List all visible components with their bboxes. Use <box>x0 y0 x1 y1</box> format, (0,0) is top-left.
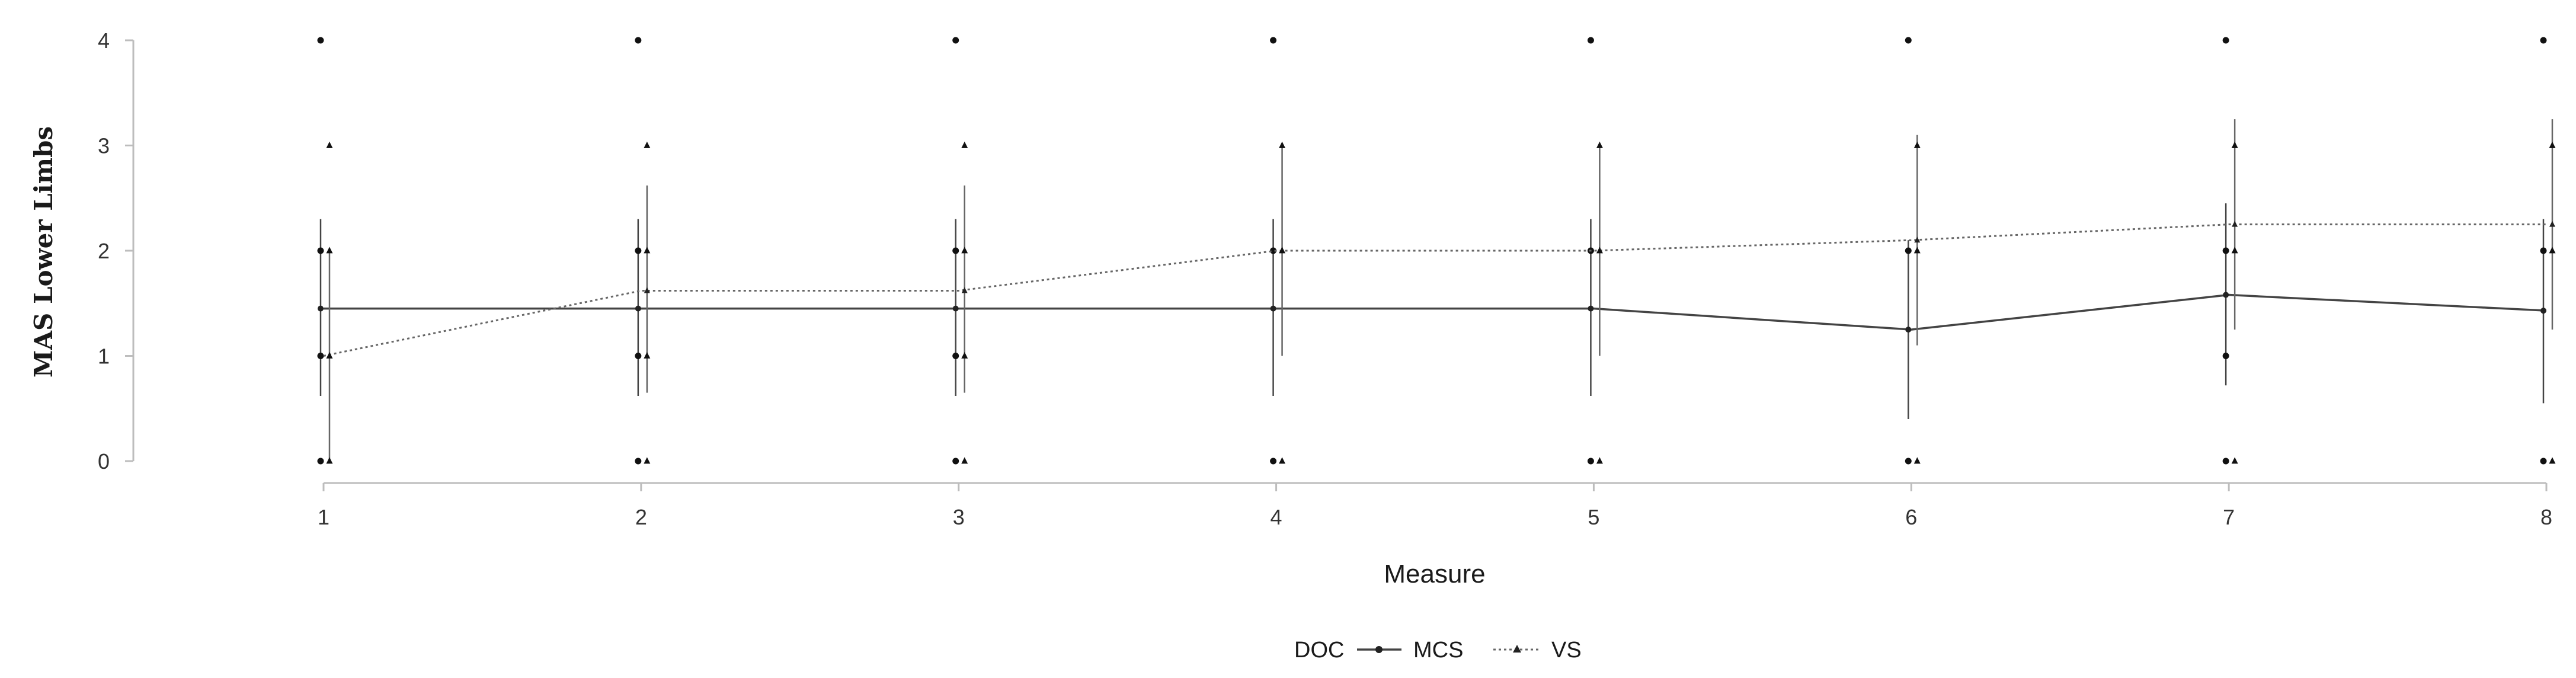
mean-point <box>1270 305 1276 312</box>
data-point <box>317 458 324 465</box>
data-point <box>2540 37 2547 44</box>
data-point <box>644 247 651 254</box>
data-point <box>635 247 642 254</box>
mean-point <box>2223 292 2229 298</box>
data-point <box>326 141 333 148</box>
mean-point <box>961 287 968 293</box>
data-point <box>952 37 959 44</box>
y-tick-label: 0 <box>98 449 110 474</box>
x-tick-label: 4 <box>1271 505 1282 529</box>
data-point <box>2549 247 2556 254</box>
data-point <box>2540 247 2547 254</box>
data-point <box>961 247 968 254</box>
x-tick-label: 8 <box>2540 505 2552 529</box>
data-point <box>1913 247 1921 254</box>
mean-point <box>2549 220 2555 227</box>
data-point <box>2222 247 2229 254</box>
mean-point <box>635 305 641 312</box>
mean-line <box>324 293 2547 331</box>
mean-line <box>323 223 2546 357</box>
data-point <box>1905 37 1912 44</box>
axes: 0 1 2 3 4 1 2 3 4 5 6 7 8 <box>98 28 2552 529</box>
data-point <box>2231 247 2238 254</box>
data-point <box>1905 458 1912 465</box>
data-point <box>1913 457 1921 464</box>
data-point <box>2549 457 2556 464</box>
data-point <box>326 457 333 464</box>
data-point <box>1270 37 1277 44</box>
mean-point <box>318 305 324 312</box>
x-tick-label: 3 <box>953 505 965 529</box>
data-point <box>644 457 651 464</box>
data-point <box>644 141 651 148</box>
x-tick-label: 1 <box>318 505 329 529</box>
data-point <box>635 458 642 465</box>
data-point <box>644 351 651 359</box>
legend-marker-vs <box>1513 645 1521 653</box>
data-point <box>2222 353 2229 359</box>
series-mcs <box>317 37 2547 465</box>
data-point <box>1587 37 1594 44</box>
data-point <box>317 353 324 359</box>
series-vs <box>323 119 2556 464</box>
mean-point <box>1914 236 1921 243</box>
data-point <box>1279 247 1286 254</box>
data-point <box>317 247 324 254</box>
y-axis-title: MAS Lower Limbs <box>29 126 58 378</box>
x-tick-label: 6 <box>1905 505 1917 529</box>
data-point <box>1270 247 1277 254</box>
x-tick-label: 2 <box>635 505 647 529</box>
data-point <box>961 141 968 148</box>
data-point <box>2222 37 2229 44</box>
legend-item-vs: VS <box>1493 638 1582 663</box>
data-point <box>1596 457 1603 464</box>
data-point <box>952 247 959 254</box>
data-point <box>1905 247 1912 254</box>
y-tick-label: 4 <box>98 28 110 53</box>
mean-point <box>2540 308 2546 314</box>
data-point <box>1270 458 1277 465</box>
data-point <box>317 37 324 44</box>
x-tick-label: 7 <box>2223 505 2235 529</box>
y-tick-label: 3 <box>98 134 110 158</box>
mean-point <box>1588 305 1594 312</box>
data-point <box>2540 458 2547 465</box>
data-point <box>1279 457 1286 464</box>
data-point <box>952 353 959 359</box>
data-point <box>961 457 968 464</box>
legend: DOC MCS VS <box>1294 638 1582 663</box>
x-axis-title: Measure <box>1384 559 1485 589</box>
x-tick-label: 5 <box>1588 505 1599 529</box>
y-tick-label: 2 <box>98 239 110 263</box>
data-point <box>1587 458 1594 465</box>
legend-title: DOC <box>1294 638 1344 663</box>
data-point <box>1596 141 1603 148</box>
data-point <box>2549 141 2556 148</box>
legend-item-mcs: MCS <box>1357 638 1463 663</box>
data-point <box>635 37 642 44</box>
data-point <box>1913 141 1921 148</box>
data-point <box>326 247 333 254</box>
data-point <box>1279 141 1286 148</box>
data-point <box>2231 141 2238 148</box>
data-point <box>326 351 333 359</box>
data-point <box>1596 247 1603 254</box>
data-point <box>961 351 968 359</box>
series-layer <box>317 37 2556 465</box>
data-point <box>952 458 959 465</box>
y-tick-label: 1 <box>98 344 110 369</box>
legend-marker-mcs <box>1375 646 1383 653</box>
mean-point <box>1905 327 1912 333</box>
mean-point <box>952 305 959 312</box>
legend-label-vs: VS <box>1551 638 1582 663</box>
legend-label-mcs: MCS <box>1413 638 1463 663</box>
data-point <box>635 353 642 359</box>
mean-point <box>644 287 650 293</box>
data-point <box>2222 458 2229 465</box>
mean-point <box>2232 220 2238 227</box>
data-point <box>2231 457 2238 464</box>
